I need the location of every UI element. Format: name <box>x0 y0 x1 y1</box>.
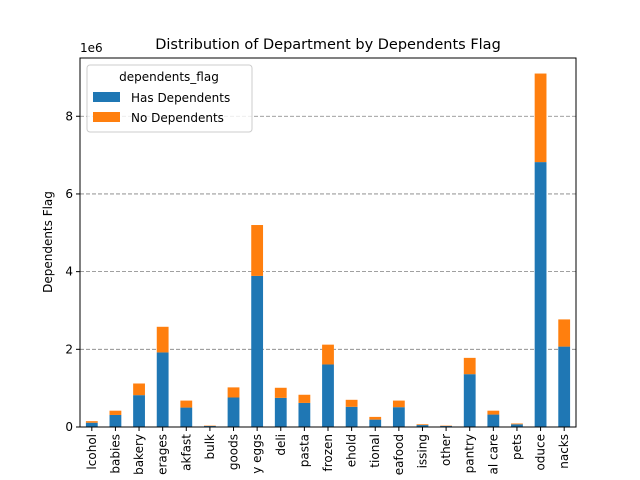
bar-no-dependents <box>534 73 547 163</box>
bar-has-dependents <box>251 275 264 427</box>
bar-no-dependents <box>322 344 334 365</box>
bar-has-dependents <box>369 419 382 427</box>
legend-label-has-dependents: Has Dependents <box>131 91 230 105</box>
bar-no-dependents <box>369 416 382 420</box>
bar-has-dependents <box>558 346 571 427</box>
x-tick-label: bulk <box>203 434 217 460</box>
bar-has-dependents <box>392 407 405 427</box>
bar-no-dependents <box>392 400 405 408</box>
x-tick-label: babies <box>108 434 122 474</box>
y-tick-label: 4 <box>65 265 73 279</box>
x-tick-label: akfast <box>179 434 193 471</box>
bars <box>85 73 571 427</box>
bar-has-dependents <box>487 414 500 427</box>
bar-no-dependents <box>463 357 476 375</box>
y-tick-label: 0 <box>65 420 73 434</box>
x-tick-label: erages <box>156 434 170 475</box>
bar-has-dependents <box>180 407 193 427</box>
bar-has-dependents <box>227 397 240 427</box>
x-tick-label: nacks <box>557 434 571 469</box>
bar-no-dependents <box>511 423 523 425</box>
bar-has-dependents <box>322 364 334 427</box>
bar-has-dependents <box>534 162 547 427</box>
x-axis-ticks: lcohol babies bakery erages akfast bulk goods y… <box>85 427 571 475</box>
x-tick-label: pantry <box>463 434 477 473</box>
bar-has-dependents <box>109 414 122 427</box>
legend-swatch-has-dependents <box>93 92 120 102</box>
legend-swatch-no-dependents <box>93 112 120 122</box>
y-tick-label: 2 <box>65 342 73 356</box>
plot-frame <box>79 57 577 428</box>
x-tick-label: al care <box>486 434 500 475</box>
bar-no-dependents <box>558 319 571 347</box>
x-tick-label: issing <box>415 434 429 468</box>
bar-no-dependents <box>298 394 311 403</box>
legend: dependents_flag Has Dependents No Depend… <box>86 64 253 133</box>
bar-no-dependents <box>251 225 264 276</box>
y-axis-label: Dependents Flag <box>41 191 55 293</box>
x-tick-label: bakery <box>132 434 146 475</box>
bar-no-dependents <box>85 421 98 423</box>
bar-has-dependents <box>345 406 358 427</box>
bar-no-dependents <box>180 400 193 408</box>
legend-title: dependents_flag <box>119 70 219 84</box>
x-tick-label: ehold <box>345 434 359 467</box>
bar-no-dependents <box>227 387 240 398</box>
x-tick-label: y eggs <box>250 434 264 474</box>
x-tick-label: lcohol <box>85 434 99 470</box>
x-tick-label: oduce <box>534 434 548 471</box>
bar-has-dependents <box>156 352 169 427</box>
y-offset-label: 1e6 <box>80 41 103 55</box>
bar-no-dependents <box>487 410 500 415</box>
bar-has-dependents <box>416 425 429 427</box>
y-tick-label: 6 <box>65 187 73 201</box>
bar-no-dependents <box>274 387 287 398</box>
x-tick-label: other <box>439 434 453 466</box>
bar-no-dependents <box>156 326 169 353</box>
x-tick-label: pasta <box>297 434 311 467</box>
bar-has-dependents <box>463 374 476 427</box>
bar-has-dependents <box>511 424 523 427</box>
x-tick-label: frozen <box>321 434 335 472</box>
x-tick-label: pets <box>510 434 524 460</box>
x-tick-label: tional <box>368 434 382 468</box>
bar-has-dependents <box>274 397 287 427</box>
bar-has-dependents <box>85 422 98 427</box>
bar-no-dependents <box>416 424 429 426</box>
x-tick-label: goods <box>227 434 241 470</box>
bar-no-dependents <box>109 410 122 415</box>
legend-label-no-dependents: No Dependents <box>131 111 224 125</box>
bar-has-dependents <box>298 402 311 427</box>
y-axis-ticks: 0 2 4 6 8 <box>65 109 80 434</box>
bar-no-dependents <box>345 399 358 407</box>
x-tick-label: deli <box>274 434 288 456</box>
bar-no-dependents <box>133 383 145 396</box>
chart-title: Distribution of Department by Dependents… <box>155 37 501 53</box>
bar-has-dependents <box>133 395 145 427</box>
y-tick-label: 8 <box>65 109 73 123</box>
legend-box <box>86 64 253 133</box>
x-tick-label: eafood <box>392 434 406 475</box>
